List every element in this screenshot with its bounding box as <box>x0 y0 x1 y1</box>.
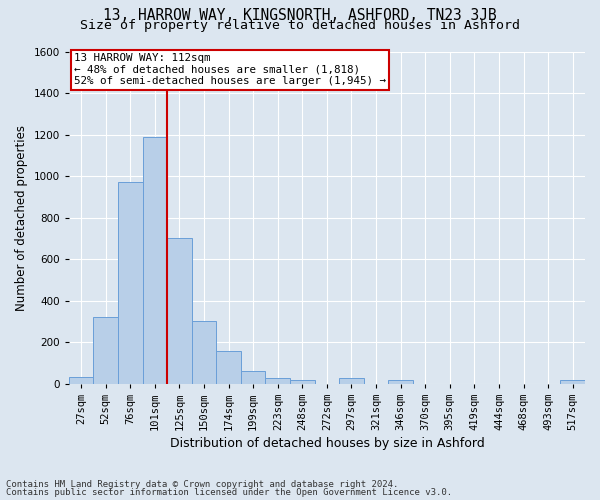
Text: 13 HARROW WAY: 112sqm
← 48% of detached houses are smaller (1,818)
52% of semi-d: 13 HARROW WAY: 112sqm ← 48% of detached … <box>74 53 386 86</box>
X-axis label: Distribution of detached houses by size in Ashford: Distribution of detached houses by size … <box>170 437 484 450</box>
Text: Contains HM Land Registry data © Crown copyright and database right 2024.: Contains HM Land Registry data © Crown c… <box>6 480 398 489</box>
Text: Size of property relative to detached houses in Ashford: Size of property relative to detached ho… <box>80 19 520 32</box>
Bar <box>265 378 290 384</box>
Bar <box>217 352 241 384</box>
Bar <box>167 238 192 384</box>
Bar <box>94 317 118 384</box>
Bar <box>143 136 167 384</box>
Text: Contains public sector information licensed under the Open Government Licence v3: Contains public sector information licen… <box>6 488 452 497</box>
Bar <box>192 322 217 384</box>
Bar <box>388 380 413 384</box>
Bar <box>69 378 94 384</box>
Bar <box>560 380 585 384</box>
Bar <box>339 378 364 384</box>
Text: 13, HARROW WAY, KINGSNORTH, ASHFORD, TN23 3JB: 13, HARROW WAY, KINGSNORTH, ASHFORD, TN2… <box>103 8 497 22</box>
Bar <box>118 182 143 384</box>
Y-axis label: Number of detached properties: Number of detached properties <box>15 124 28 310</box>
Bar <box>241 371 265 384</box>
Bar <box>290 380 314 384</box>
